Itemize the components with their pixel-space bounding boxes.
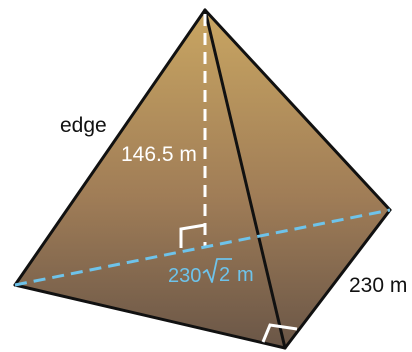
edge-label: edge <box>60 114 107 137</box>
diagonal-unit: m <box>237 264 254 286</box>
pyramid-faces <box>15 10 390 348</box>
edge-apex-left <box>13 8 207 287</box>
height-right-angle-marker <box>179 223 206 248</box>
base-diagonal-line <box>14 208 391 287</box>
base-edge-front-left <box>13 283 287 350</box>
height-label: 146.5 m <box>121 143 197 166</box>
diagonal-radicand: 2 <box>219 264 230 286</box>
base-right-angle-marker <box>261 323 298 343</box>
diagonal-label: 230 2 m <box>168 258 254 287</box>
base-edge-front-right <box>283 208 392 350</box>
edge-apex-front <box>203 8 287 350</box>
square-root-symbol <box>202 258 232 283</box>
base-side-label: 230 m <box>349 274 407 297</box>
edge-apex-right <box>203 8 392 212</box>
diagonal-coefficient: 230 <box>168 265 201 287</box>
